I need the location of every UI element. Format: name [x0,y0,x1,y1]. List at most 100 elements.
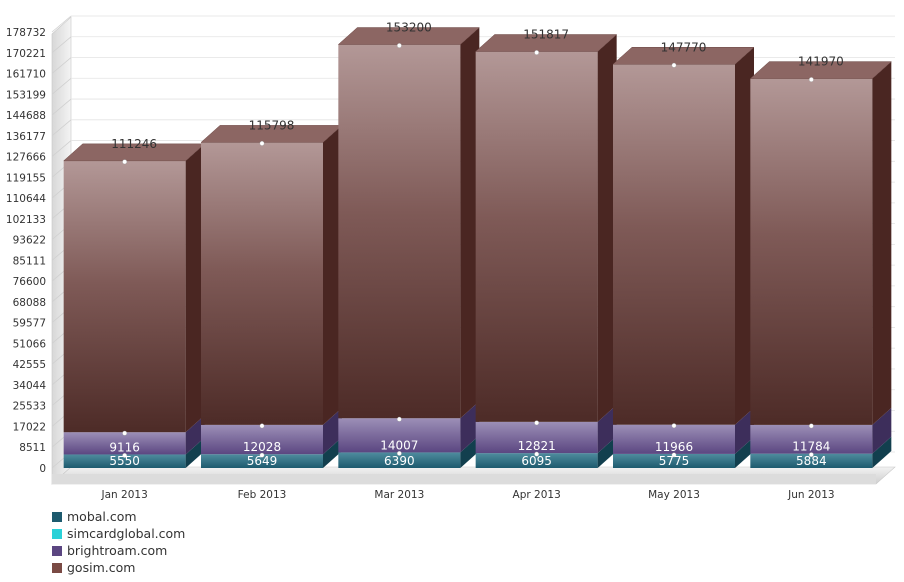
bar-gosim-com [613,64,735,425]
bar-mobal-com [338,452,461,468]
y-tick-label: 102133 [6,214,46,226]
x-tick-label: Mar 2013 [374,489,424,501]
bar-brightroam-com [475,421,598,454]
bar-side [872,436,892,468]
data-label: 5550 [109,454,140,468]
bar-side [597,404,617,454]
data-label: 111246 [111,137,157,151]
data-point [122,159,128,165]
y-tick-label: 119155 [6,172,46,184]
y-tick-label: 127666 [6,152,46,164]
gridline-depth [51,77,72,95]
legend-label: mobal.com [67,509,137,524]
data-point [122,430,128,436]
x-tick-label: May 2013 [648,489,700,501]
bar-side [460,27,480,419]
bar-gosim-com [201,142,323,425]
data-label: 6095 [521,454,552,468]
bar-top [612,47,755,65]
data-point [534,50,540,55]
data-label: 14007 [380,438,418,452]
bar-brightroam-com [63,432,186,455]
legend-item[interactable]: brightroam.com [52,542,185,559]
bar-top [749,61,892,79]
data-point [671,62,677,68]
y-tick-label: 93622 [13,235,46,247]
data-point [396,43,402,48]
bar-mobal-com [201,454,323,468]
bar-side [597,436,617,468]
bar-side [872,61,892,425]
bar-gosim-com [63,160,186,433]
y-tick-label: 161710 [6,69,46,81]
gridline-depth [51,15,72,33]
y-tick-label: 25533 [13,401,46,413]
gridline-depth [51,98,72,116]
data-point [396,416,402,422]
data-label: 12821 [518,439,556,453]
legend-swatch [52,562,62,573]
bar-brightroam-com [338,418,461,453]
bar-mobal-com [475,453,598,468]
bar-side [323,437,342,468]
legend-item[interactable]: mobal.com [52,508,185,525]
x-tick-label: Feb 2013 [238,489,287,501]
y-tick-label: 34044 [13,380,47,392]
y-tick-label: 42555 [13,359,46,371]
data-label: 6390 [384,454,415,468]
bar-brightroam-com [613,424,735,454]
legend-swatch [52,528,62,539]
bar-mobal-com [613,453,735,468]
data-point [534,420,540,426]
y-tick-label: 110644 [6,193,46,205]
floor-front [52,474,876,484]
gridline-depth [51,140,72,157]
legend: mobal.com simcardglobal.com brightroam.com… [52,508,185,576]
x-tick-label: Apr 2013 [513,489,561,501]
legend-swatch [52,511,62,522]
bar-brightroam-com [201,424,323,455]
bar-side [460,401,480,453]
bar-side [735,436,754,468]
data-point [808,77,814,82]
y-tick-label: 170221 [6,48,46,60]
bar-gosim-com [338,44,461,419]
y-tick-label: 178732 [6,27,46,39]
bar-top [475,34,618,52]
data-label: 147770 [661,40,707,54]
data-point [259,423,265,429]
data-point [122,453,128,458]
data-label: 12028 [243,440,281,454]
data-point [808,423,814,429]
bar-side [185,415,205,455]
y-tick-label: 0 [39,463,46,475]
data-point [259,452,265,458]
bar-side [597,34,617,422]
bar-top [337,27,480,45]
legend-swatch [52,545,62,556]
data-point [808,452,814,458]
y-tick-label: 85111 [13,255,46,267]
bar-gosim-com [475,51,598,422]
y-tick-label: 8511 [19,442,46,454]
legend-item[interactable]: gosim.com [52,559,185,576]
legend-label: brightroam.com [67,543,168,558]
data-point [671,423,677,429]
legend-label: simcardglobal.com [67,526,186,541]
data-label: 5775 [659,454,690,468]
bar-mobal-com [750,453,873,468]
y-tick-label: 59577 [13,318,46,330]
legend-item[interactable]: simcardglobal.com [52,525,185,542]
y-tick-label: 153199 [6,89,46,101]
legend-label: gosim.com [67,560,136,575]
data-point [534,451,540,457]
y-tick-label: 51066 [13,338,47,350]
data-point [259,141,265,146]
bar-mobal-com [63,454,186,468]
bar-side [323,125,342,425]
gridline-depth [51,36,72,54]
data-label: 5649 [247,454,278,468]
bar-brightroam-com [750,424,873,454]
bar-side [735,407,754,454]
